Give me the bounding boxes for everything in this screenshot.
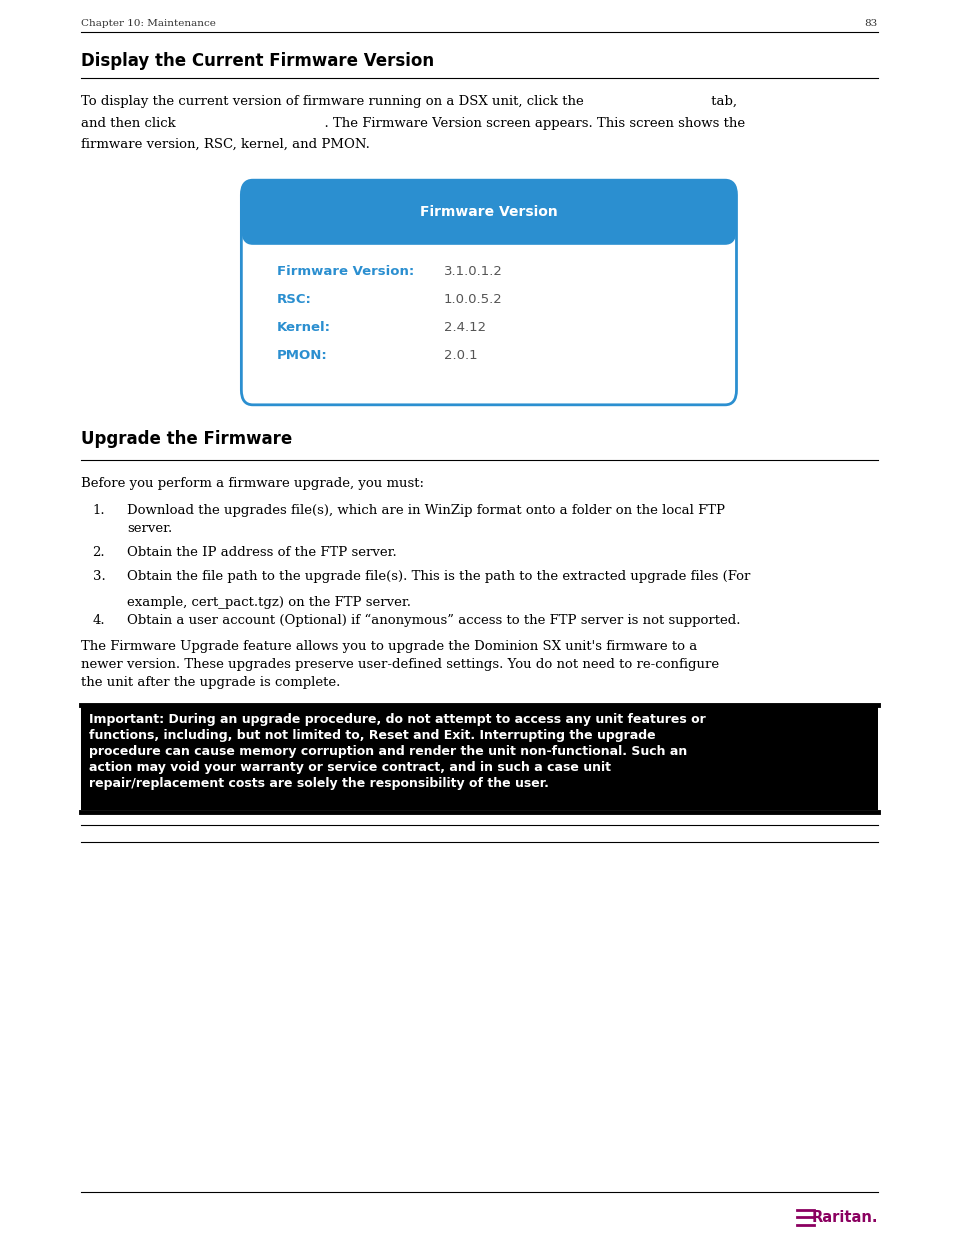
Text: Obtain a user account (Optional) if “anonymous” access to the FTP server is not : Obtain a user account (Optional) if “ano… [127, 614, 740, 627]
Text: To display the current version of firmware running on a DSX unit, click the     : To display the current version of firmwa… [81, 95, 737, 107]
Text: the unit after the upgrade is complete.: the unit after the upgrade is complete. [81, 676, 340, 689]
Text: Firmware Version:: Firmware Version: [276, 266, 414, 278]
Text: Chapter 10: Maintenance: Chapter 10: Maintenance [81, 19, 215, 28]
Text: Raritan.: Raritan. [810, 1210, 877, 1225]
Text: 83: 83 [863, 19, 877, 28]
Text: firmware version, RSC, kernel, and PMON.: firmware version, RSC, kernel, and PMON. [81, 138, 370, 151]
Text: 1.0.0.5.2: 1.0.0.5.2 [443, 293, 502, 306]
Text: 2.4.12: 2.4.12 [443, 321, 485, 333]
Text: 1.: 1. [92, 504, 105, 517]
Text: The Firmware Upgrade feature allows you to upgrade the Dominion SX unit's firmwa: The Firmware Upgrade feature allows you … [81, 640, 697, 653]
Text: 3.1.0.1.2: 3.1.0.1.2 [443, 266, 502, 278]
Text: Obtain the IP address of the FTP server.: Obtain the IP address of the FTP server. [127, 546, 396, 559]
Text: Kernel:: Kernel: [276, 321, 331, 333]
Text: and then click                                   . The Firmware Version screen a: and then click . The Firmware Version sc… [81, 116, 744, 130]
Text: 3.: 3. [92, 571, 105, 583]
Text: functions, including, but not limited to, Reset and Exit. Interrupting the upgra: functions, including, but not limited to… [89, 729, 655, 742]
Text: Obtain the file path to the upgrade file(s). This is the path to the extracted u: Obtain the file path to the upgrade file… [127, 571, 749, 583]
Text: Firmware Version: Firmware Version [419, 205, 558, 220]
Text: 2.0.1: 2.0.1 [443, 350, 476, 362]
Text: server.: server. [127, 522, 172, 535]
Text: action may void your warranty or service contract, and in such a case unit: action may void your warranty or service… [89, 761, 610, 774]
Bar [81, 706, 877, 810]
Text: repair/replacement costs are solely the responsibility of the user.: repair/replacement costs are solely the … [89, 777, 548, 790]
Text: procedure can cause memory corruption and render the unit non-functional. Such a: procedure can cause memory corruption an… [89, 745, 686, 758]
FancyBboxPatch shape [241, 180, 736, 245]
Text: Download the upgrades file(s), which are in WinZip format onto a folder on the l: Download the upgrades file(s), which are… [127, 504, 724, 517]
Text: Important: During an upgrade procedure, do not attempt to access any unit featur: Important: During an upgrade procedure, … [89, 713, 704, 726]
Text: PMON:: PMON: [276, 350, 327, 362]
Text: Upgrade the Firmware: Upgrade the Firmware [81, 430, 292, 448]
Text: 2.: 2. [92, 546, 105, 559]
Text: Before you perform a firmware upgrade, you must:: Before you perform a firmware upgrade, y… [81, 477, 424, 490]
Text: 4.: 4. [92, 614, 105, 627]
Bar [253, 212, 724, 230]
Text: example, cert_pact.tgz) on the FTP server.: example, cert_pact.tgz) on the FTP serve… [127, 597, 411, 609]
Text: Display the Current Firmware Version: Display the Current Firmware Version [81, 52, 434, 70]
FancyBboxPatch shape [241, 180, 736, 405]
Text: RSC:: RSC: [276, 293, 312, 306]
Text: newer version. These upgrades preserve user-defined settings. You do not need to: newer version. These upgrades preserve u… [81, 658, 719, 671]
